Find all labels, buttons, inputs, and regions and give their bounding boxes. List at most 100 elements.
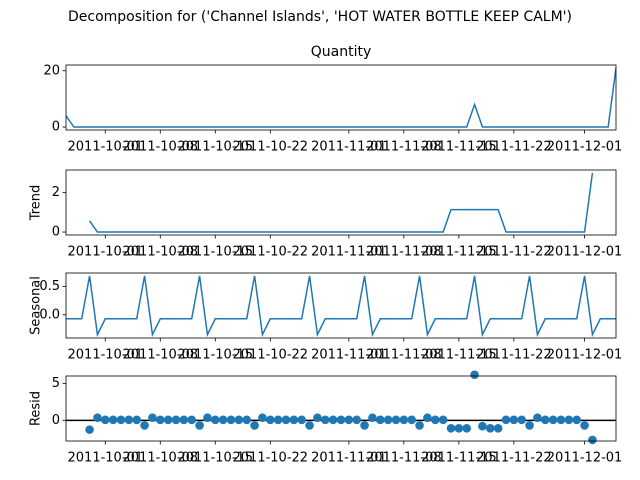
y-tick-label: 5 [52, 376, 60, 391]
resid-point [391, 415, 401, 425]
resid-point [556, 415, 566, 425]
x-tick-label: 2011-11-01 [311, 348, 387, 363]
x-tick-label: 2011-10-22 [233, 348, 309, 363]
resid-point [360, 421, 369, 430]
resid-point [124, 415, 134, 425]
resid-point [407, 415, 417, 425]
x-tick-label: 2011-11-15 [421, 348, 497, 363]
resid-point [572, 415, 582, 425]
resid-point [132, 415, 142, 425]
series-line [66, 275, 616, 338]
resid-point [438, 415, 448, 425]
x-tick-label: 2011-10-22 [233, 140, 309, 155]
resid-point [163, 415, 173, 425]
x-tick-label: 2011-10-01 [68, 451, 144, 466]
resid-point [155, 415, 165, 425]
resid-point [210, 415, 220, 425]
resid-point [195, 421, 204, 430]
resid-point [462, 423, 472, 433]
resid-point [423, 413, 432, 423]
resid-point [588, 435, 597, 445]
x-tick-label: 2011-11-22 [476, 245, 552, 260]
x-tick-label: 2011-10-08 [123, 451, 199, 466]
suptitle: Decomposition for ('Channel Islands', 'H… [68, 9, 572, 25]
resid-point [108, 415, 118, 425]
x-tick-label: 2011-11-08 [366, 140, 442, 155]
axes-frame [65, 375, 617, 442]
resid-point [281, 415, 291, 425]
y-tick-label: 0 [52, 120, 60, 135]
x-tick-label: 2011-10-22 [233, 245, 309, 260]
resid-point [399, 415, 409, 425]
resid-point [383, 415, 393, 425]
resid-point [328, 415, 338, 425]
series-line [66, 67, 616, 128]
y-tick-label: 0.0 [39, 307, 60, 322]
resid-point [93, 413, 102, 423]
resid-point [375, 415, 385, 425]
resid-point [320, 415, 330, 425]
x-tick-label: 2011-11-22 [476, 451, 552, 466]
resid-point [501, 415, 511, 425]
resid-point [525, 421, 534, 430]
resid-point [203, 413, 212, 423]
x-tick-label: 2011-10-15 [178, 348, 254, 363]
resid-point [234, 415, 244, 425]
resid-point [336, 415, 346, 425]
y-tick-label: 2 [52, 185, 60, 200]
resid-point [218, 415, 228, 425]
resid-point [265, 415, 275, 425]
resid-point [116, 415, 126, 425]
resid-point [540, 415, 550, 425]
axes-frame [65, 64, 617, 131]
x-tick-label: 2011-12-01 [547, 245, 623, 260]
x-tick-label: 2011-11-15 [421, 245, 497, 260]
resid-point [580, 421, 589, 430]
x-tick-label: 2011-10-22 [233, 451, 309, 466]
x-tick-label: 2011-12-01 [547, 451, 623, 466]
x-tick-label: 2011-10-15 [178, 140, 254, 155]
x-tick-label: 2011-11-22 [476, 348, 552, 363]
resid-point [352, 415, 362, 425]
resid-point [171, 415, 181, 425]
resid-point [85, 425, 94, 434]
resid-point [446, 423, 456, 433]
resid-point [415, 421, 424, 430]
resid-point [179, 415, 189, 425]
resid-point [564, 415, 574, 425]
resid-point [454, 423, 464, 433]
x-tick-label: 2011-11-01 [311, 451, 387, 466]
resid-point [289, 415, 299, 425]
x-tick-label: 2011-11-08 [366, 451, 442, 466]
y-tick-label: 0 [52, 225, 60, 240]
y-tick-label: 0 [52, 413, 60, 428]
resid-point [250, 421, 259, 430]
resid-point [100, 415, 110, 425]
resid-point [509, 415, 519, 425]
axes-frame [65, 169, 617, 236]
resid-point [344, 415, 354, 425]
x-tick-label: 2011-10-01 [68, 140, 144, 155]
resid-point [430, 415, 440, 425]
resid-point [242, 415, 252, 425]
resid-point [517, 415, 527, 425]
resid-point [548, 415, 558, 425]
x-tick-label: 2011-10-08 [123, 348, 199, 363]
resid-point [478, 421, 487, 431]
resid-point [226, 415, 236, 425]
x-tick-label: 2011-11-22 [476, 140, 552, 155]
resid-point [148, 413, 157, 423]
axes-title: Quantity [311, 44, 372, 60]
x-tick-label: 2011-12-01 [547, 140, 623, 155]
resid-point [305, 421, 314, 430]
series-line [88, 172, 594, 233]
resid-point [368, 413, 377, 423]
x-tick-label: 2011-10-01 [68, 348, 144, 363]
resid-point [258, 413, 267, 423]
resid-point [140, 421, 149, 430]
resid-point [493, 423, 503, 433]
y-axis-label: Seasonal [29, 276, 44, 335]
resid-point [533, 413, 542, 423]
axes-frame [65, 272, 617, 339]
